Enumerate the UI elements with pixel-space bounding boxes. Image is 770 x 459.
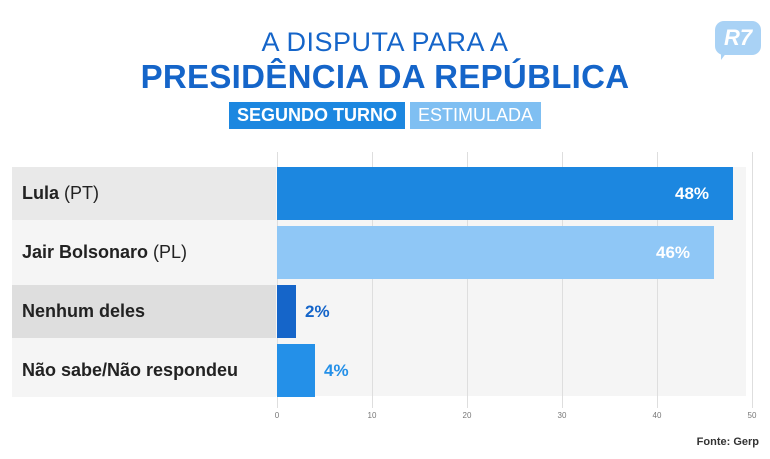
bar-nenhum	[277, 285, 296, 338]
bar-nao-sabe	[277, 344, 315, 397]
tag-round: SEGUNDO TURNO	[228, 102, 405, 129]
category-label-lula: Lula (PT)	[22, 183, 100, 203]
value-label-nenhum: 2%	[305, 302, 330, 321]
source-note: Fonte: Gerp	[696, 436, 759, 448]
category-label-bolsonaro: Jair Bolsonaro (PL)	[22, 242, 188, 262]
bar-lula	[277, 167, 733, 220]
row-label-background	[12, 285, 276, 338]
row-label-background	[12, 344, 276, 397]
x-tick-label: 30	[557, 411, 567, 420]
x-tick-label: 10	[367, 411, 377, 420]
title-line-1: A DISPUTA PARA A	[261, 27, 509, 57]
value-label-lula: 48%	[675, 184, 710, 203]
value-label-bolsonaro: 46%	[656, 243, 691, 262]
gridline	[657, 152, 658, 408]
row-label-background	[12, 167, 276, 220]
gridline	[562, 152, 563, 408]
r7-logo-tail	[721, 52, 727, 60]
row-label-background	[12, 226, 276, 279]
gridline	[277, 152, 278, 408]
value-label-nao-sabe: 4%	[324, 361, 349, 380]
bar-bolsonaro	[277, 226, 714, 279]
r7-logo: R7	[715, 21, 761, 55]
x-tick-label: 50	[747, 411, 757, 420]
category-label-nenhum: Nenhum deles	[22, 301, 146, 321]
x-tick-label: 0	[274, 411, 280, 420]
x-tick-label: 20	[462, 411, 472, 420]
x-tick-label: 40	[652, 411, 662, 420]
subtitle-tags: SEGUNDO TURNO ESTIMULADA	[0, 102, 770, 129]
gridline	[372, 152, 373, 408]
title-line-2: PRESIDÊNCIA DA REPÚBLICA	[140, 58, 630, 95]
gridline	[752, 152, 753, 408]
category-label-nao-sabe: Não sabe/Não respondeu	[22, 360, 239, 380]
tag-type: ESTIMULADA	[409, 102, 542, 129]
gridline	[467, 152, 468, 408]
